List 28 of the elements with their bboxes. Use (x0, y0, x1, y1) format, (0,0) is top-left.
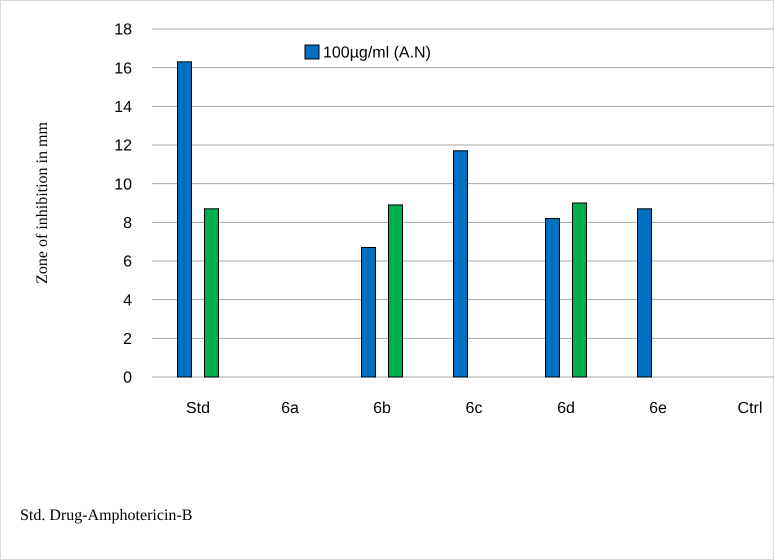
y-tick-label: 4 (123, 292, 132, 310)
y-tick-label: 12 (114, 138, 132, 155)
bar (177, 61, 192, 378)
y-tick-label: 18 (114, 22, 132, 39)
bar (637, 208, 652, 378)
x-tick-label: 6d (557, 400, 575, 417)
x-tick-label: 6a (281, 400, 299, 417)
x-tick-label: 6e (649, 400, 667, 417)
bar (204, 208, 219, 378)
legend-label: 100µg/ml (A.N) (323, 44, 431, 62)
x-tick-label: Ctrl (738, 400, 762, 417)
y-tick-label: 2 (123, 330, 132, 348)
y-tick-label: 14 (114, 98, 132, 116)
bar (388, 204, 403, 378)
bar (545, 218, 560, 378)
x-tick-label: Std (186, 400, 210, 417)
y-axis-title: Zone of inhibition in mm (34, 122, 51, 284)
y-tick-label: 6 (123, 254, 132, 271)
bar (453, 150, 468, 378)
bar (572, 202, 587, 378)
x-tick-label: 6b (373, 400, 391, 417)
y-tick-label: 0 (123, 370, 132, 387)
bar (361, 246, 376, 378)
x-tick-label: 6c (466, 400, 482, 417)
text: Std. Drug-Amphotericin-B (20, 507, 192, 524)
y-tick-label: 10 (114, 176, 132, 194)
y-tick-label: 16 (114, 60, 132, 78)
y-tick-label: 8 (123, 214, 132, 232)
